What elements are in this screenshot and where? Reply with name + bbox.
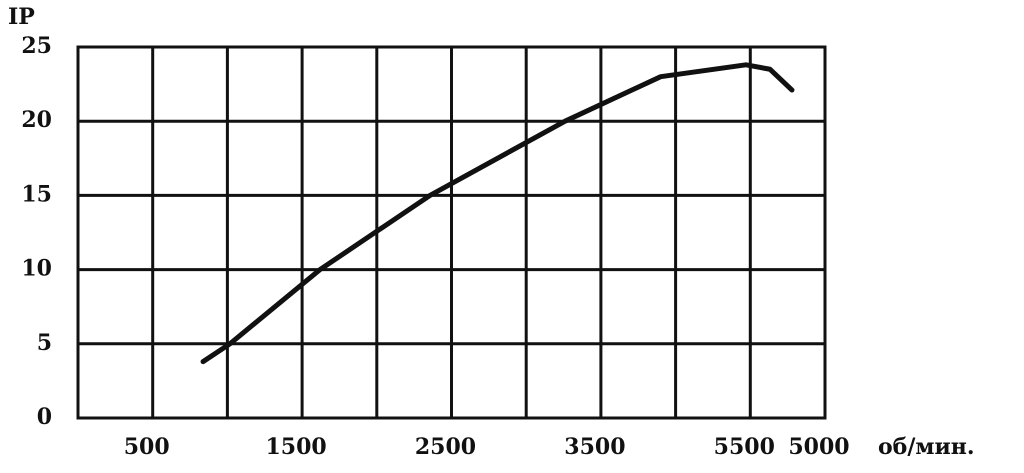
y-tick-label: 10 xyxy=(21,256,52,282)
y-axis-label: IP xyxy=(8,4,35,30)
x-tick-label: 500 xyxy=(124,434,170,460)
power-curve xyxy=(200,62,795,365)
x-tick-label: 2500 xyxy=(415,434,476,460)
x-tick-label: 1500 xyxy=(265,434,326,460)
y-tick-label: 15 xyxy=(21,181,52,207)
y-tick-label: 20 xyxy=(21,107,52,133)
y-tick-label: 25 xyxy=(21,33,52,59)
y-tick-label: 0 xyxy=(37,404,52,430)
x-tick-label: 5000 xyxy=(788,434,849,460)
x-axis-label: об/мин. xyxy=(878,434,975,460)
x-tick-label: 3500 xyxy=(564,434,625,460)
y-tick-label: 5 xyxy=(37,330,52,356)
x-tick-label: 5500 xyxy=(714,434,775,460)
